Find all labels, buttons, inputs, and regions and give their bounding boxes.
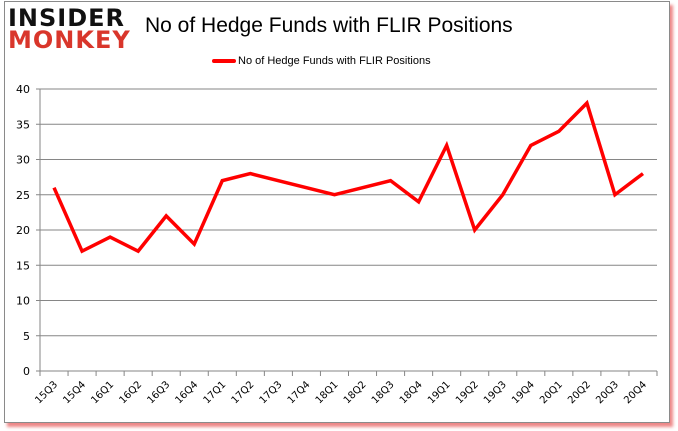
x-tick-label: 19Q1: [426, 379, 453, 406]
x-tick-label: 19Q3: [482, 379, 509, 406]
x-tick-label: 18Q4: [398, 379, 425, 406]
x-tick-label: 16Q4: [174, 379, 201, 406]
y-tick-label: 5: [23, 330, 30, 343]
legend-label: No of Hedge Funds with FLIR Positions: [238, 55, 431, 67]
x-tick-label: 17Q2: [230, 379, 257, 406]
y-tick-label: 10: [16, 295, 30, 308]
chart-frame: [4, 1, 670, 423]
x-tick-label: 20Q3: [594, 379, 621, 406]
x-tick-label: 17Q4: [286, 379, 313, 406]
x-tick-label: 18Q2: [342, 379, 369, 406]
x-tick-label: 20Q1: [538, 379, 565, 406]
logo-line-1: INSIDER: [8, 4, 126, 32]
x-tick-label: 16Q2: [117, 379, 144, 406]
insider-monkey-logo: INSIDER MONKEY: [8, 4, 131, 54]
chart-title: No of Hedge Funds with FLIR Positions: [145, 14, 513, 37]
x-tick-label: 20Q2: [566, 379, 593, 406]
x-tick-label: 18Q1: [314, 379, 341, 406]
x-tick-label: 18Q3: [370, 379, 397, 406]
x-tick-label: 16Q1: [89, 379, 116, 406]
x-tick-label: 15Q4: [61, 379, 88, 406]
y-tick-label: 25: [16, 189, 30, 202]
series-line: [52, 99, 645, 254]
y-tick-label: 30: [16, 154, 30, 167]
y-tick-label: 20: [16, 224, 30, 237]
x-tick-label: 19Q4: [510, 379, 537, 406]
x-tick-label: 20Q4: [622, 379, 649, 406]
x-tick-label: 15Q3: [33, 379, 60, 406]
chart-legend: No of Hedge Funds with FLIR Positions: [212, 55, 431, 67]
x-tick-label: 19Q2: [454, 379, 481, 406]
y-tick-label: 0: [23, 365, 30, 378]
x-tick-label: 17Q3: [258, 379, 285, 406]
y-tick-label: 15: [16, 259, 30, 272]
x-tick-label: 16Q3: [145, 379, 172, 406]
logo-line-2: MONKEY: [8, 26, 131, 54]
y-tick-label: 40: [16, 83, 30, 96]
y-tick-label: 35: [16, 118, 30, 131]
legend-line-swatch-icon: [212, 59, 236, 63]
x-tick-label: 17Q1: [202, 379, 229, 406]
